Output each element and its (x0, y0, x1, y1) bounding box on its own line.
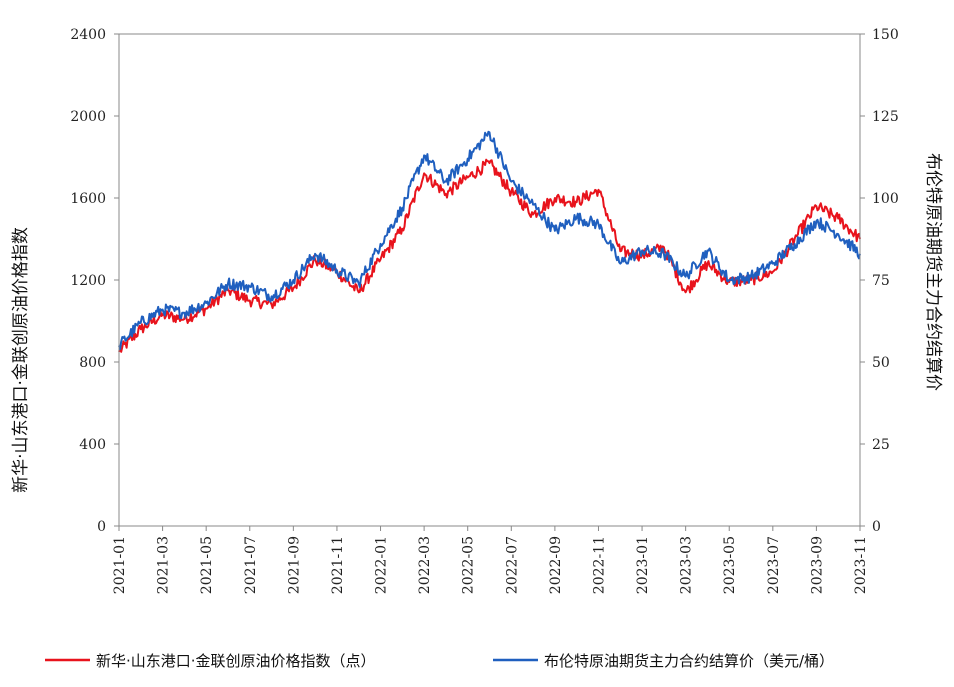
x-tick-label: 2023-05 (722, 536, 738, 594)
x-tick-label: 2021-05 (199, 536, 215, 594)
y-right-tick-label: 125 (872, 109, 899, 125)
x-tick-label: 2021-01 (112, 536, 128, 594)
plot-area-frame (118, 33, 861, 527)
x-tick-label: 2021-09 (286, 536, 302, 594)
y-axis-right-title: 布伦特原油期货主力合约结算价 (923, 153, 943, 391)
x-tick-label: 2022-09 (548, 536, 564, 594)
legend-label-index: 新华·山东港口·金联创原油价格指数（点） (96, 652, 376, 670)
y-left-tick-labels: 0 400 800 1200 1600 2000 2400 (70, 27, 119, 535)
x-tick-label: 2023-09 (809, 536, 825, 594)
y-left-tick-label: 1600 (70, 191, 106, 207)
y-right-tick-label: 150 (872, 27, 899, 43)
x-tick-label: 2023-11 (853, 536, 869, 594)
x-tick-label: 2022-07 (504, 536, 520, 594)
x-tick-label: 2023-07 (766, 536, 782, 594)
series-line-index (118, 158, 861, 353)
y-right-tick-label: 0 (872, 519, 881, 535)
x-tick-label: 2021-07 (243, 536, 259, 594)
x-tick-label: 2021-11 (330, 536, 346, 594)
y-right-tick-label: 25 (872, 437, 890, 453)
x-tick-labels: 2021-01 2021-03 2021-05 2021-07 2021-09 2021-… (112, 526, 869, 594)
y-right-tick-label: 50 (872, 355, 890, 371)
x-tick-label: 2021-03 (156, 536, 172, 594)
legend: 新华·山东港口·金联创原油价格指数（点） 布伦特原油期货主力合约结算价（美元/桶… (45, 652, 834, 670)
y-right-tick-labels: 0 25 50 75 100 125 150 (860, 27, 899, 535)
y-right-tick-label: 100 (872, 191, 899, 207)
y-left-tick-label: 1200 (70, 273, 106, 289)
series-line-brent (118, 130, 861, 351)
y-left-tick-label: 800 (79, 355, 106, 371)
x-tick-label: 2023-03 (679, 536, 695, 594)
y-left-tick-label: 2000 (70, 109, 106, 125)
x-tick-label: 2023-01 (635, 536, 651, 594)
legend-label-brent: 布伦特原油期货主力合约结算价（美元/桶） (544, 652, 834, 670)
y-right-tick-label: 75 (872, 273, 890, 289)
y-left-tick-label: 0 (97, 519, 106, 535)
y-axis-left-title: 新华·山东港口·金联创原油价格指数 (11, 227, 31, 493)
series-lines (118, 130, 861, 353)
x-tick-label: 2022-01 (374, 536, 390, 594)
y-left-tick-label: 400 (79, 437, 106, 453)
x-tick-label: 2022-03 (417, 536, 433, 594)
x-tick-label: 2022-05 (461, 536, 477, 594)
x-tick-label: 2022-11 (591, 536, 607, 594)
y-left-tick-label: 2400 (70, 27, 106, 43)
